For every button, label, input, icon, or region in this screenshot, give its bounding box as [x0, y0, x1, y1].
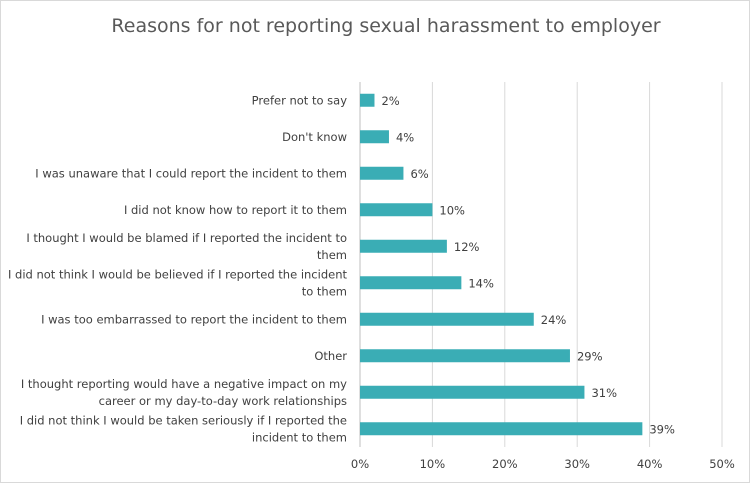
data-label: 4% [396, 130, 414, 144]
category-label: I did not think I would be believed if I… [8, 267, 348, 281]
category-label: I thought reporting would have a negativ… [21, 377, 347, 391]
data-label: 12% [454, 240, 480, 254]
data-label: 14% [468, 276, 494, 290]
bar [360, 239, 447, 253]
data-label: 29% [577, 349, 603, 363]
bar [360, 130, 389, 144]
data-label: 24% [541, 313, 567, 327]
category-labels: Prefer not to say Don't know I was unaware… [8, 93, 348, 444]
category-label: Don't know [282, 130, 347, 144]
x-tick-label: 0% [351, 457, 369, 471]
category-label: I thought I would be blamed if I reporte… [26, 231, 347, 245]
chart-title: Reasons for not reporting sexual harassm… [111, 15, 660, 37]
bar [360, 312, 534, 326]
data-label: 31% [591, 386, 617, 400]
category-label: them [317, 248, 347, 262]
x-tick-label: 20% [492, 457, 518, 471]
data-label: 6% [410, 167, 428, 181]
category-label: career or my day-to-day work relationshi… [99, 394, 347, 408]
bar [360, 203, 433, 217]
x-tick-label: 40% [637, 457, 663, 471]
data-label: 10% [439, 203, 465, 217]
data-label: 39% [649, 422, 675, 436]
x-tick-labels: 0% 10% 20% 30% 40% 50% [351, 457, 735, 471]
x-tick-label: 50% [709, 457, 735, 471]
x-tick-label: 10% [420, 457, 446, 471]
category-label: I was too embarrassed to report the inci… [41, 312, 347, 326]
category-label: Other [314, 349, 347, 363]
bars: 2% 4% 6% 10% 12% 14% 24% 29% 31% 39% [360, 93, 675, 436]
category-label: to them [302, 284, 347, 298]
category-label: incident to them [252, 430, 347, 444]
category-label: I did not know how to report it to them [124, 203, 347, 217]
bar [360, 349, 570, 363]
category-label: I was unaware that I could report the in… [35, 166, 347, 180]
bar [360, 93, 375, 107]
data-label: 2% [381, 94, 399, 108]
category-label: Prefer not to say [252, 93, 348, 107]
bar [360, 385, 585, 399]
category-label: I did not think I would be taken serious… [20, 413, 347, 427]
bar [360, 166, 404, 180]
bar [360, 422, 643, 436]
x-tick-label: 30% [564, 457, 590, 471]
bar [360, 276, 462, 290]
